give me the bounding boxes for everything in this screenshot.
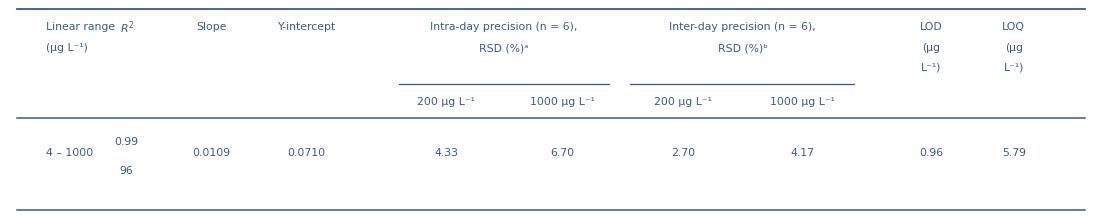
Text: 1000 μg L⁻¹: 1000 μg L⁻¹ <box>770 97 834 107</box>
Text: 4 – 1000: 4 – 1000 <box>46 148 94 158</box>
Text: (μg: (μg <box>1005 43 1023 53</box>
Text: 0.0109: 0.0109 <box>193 148 230 158</box>
Text: 0.99: 0.99 <box>115 137 139 147</box>
Text: 6.70: 6.70 <box>550 148 574 158</box>
Text: 0.0710: 0.0710 <box>288 148 325 158</box>
Text: RSD (%)ᵇ: RSD (%)ᵇ <box>717 43 768 53</box>
Text: 200 μg L⁻¹: 200 μg L⁻¹ <box>655 97 712 107</box>
Text: Slope: Slope <box>196 22 227 32</box>
Text: (μg: (μg <box>922 43 940 53</box>
Text: Linear range: Linear range <box>46 22 116 32</box>
Text: L⁻¹): L⁻¹) <box>1004 63 1024 73</box>
Text: 4.33: 4.33 <box>434 148 458 158</box>
Text: 5.79: 5.79 <box>1002 148 1026 158</box>
Text: LOD: LOD <box>920 22 942 32</box>
Text: (μg L⁻¹): (μg L⁻¹) <box>46 43 88 53</box>
Text: RSD (%)ᵃ: RSD (%)ᵃ <box>479 43 528 53</box>
Text: Y-intercept: Y-intercept <box>278 22 335 32</box>
Text: 96: 96 <box>120 166 133 176</box>
Text: 200 μg L⁻¹: 200 μg L⁻¹ <box>418 97 475 107</box>
Text: Intra-day precision (n = 6),: Intra-day precision (n = 6), <box>430 22 577 32</box>
Text: 4.17: 4.17 <box>790 148 814 158</box>
Text: 0.96: 0.96 <box>919 148 943 158</box>
Text: 2.70: 2.70 <box>671 148 695 158</box>
Text: Inter-day precision (n = 6),: Inter-day precision (n = 6), <box>669 22 817 32</box>
Text: L⁻¹): L⁻¹) <box>921 63 941 73</box>
Text: LOQ: LOQ <box>1003 22 1025 32</box>
Text: 1000 μg L⁻¹: 1000 μg L⁻¹ <box>530 97 594 107</box>
Text: $R^2$: $R^2$ <box>119 19 134 36</box>
